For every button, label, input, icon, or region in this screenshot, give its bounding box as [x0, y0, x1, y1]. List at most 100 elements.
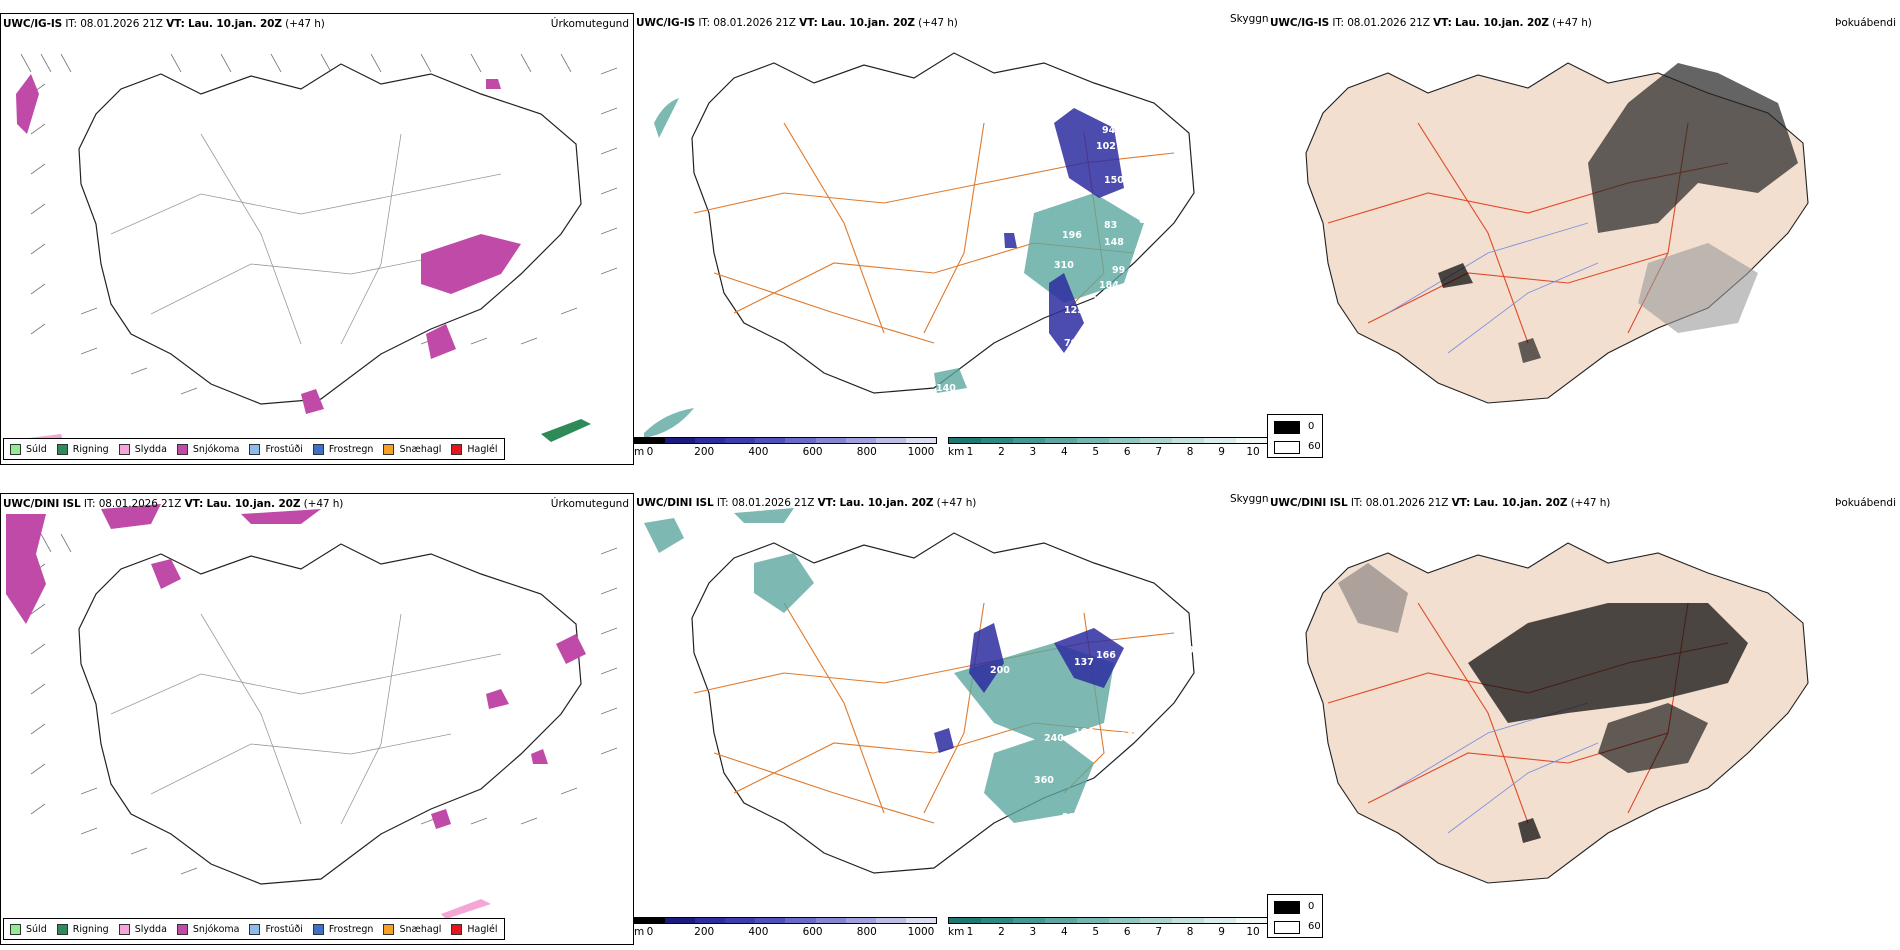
colorbar-segment	[1108, 918, 1141, 923]
legend-item: Slydda	[118, 923, 167, 935]
ceiling-label: 166	[1096, 650, 1116, 661]
panel-name: Úrkomutegund	[550, 18, 629, 30]
colorbar-segment	[815, 918, 846, 923]
legend-swatch	[312, 923, 324, 935]
fog-panel-2: UWC/DINI ISL IT: 08.01.2026 21Z VT: Lau.…	[1268, 493, 1900, 945]
legend-swatch	[383, 443, 395, 455]
colorbar-segment	[755, 438, 786, 443]
legend-swatch	[176, 443, 188, 455]
legend-swatch	[312, 443, 324, 455]
fog-legend-label: 60	[1308, 441, 1321, 452]
ceiling-label: 150	[1104, 175, 1124, 186]
colorbar-segment	[845, 438, 876, 443]
colorbar-tick: 2	[998, 446, 1005, 458]
ceiling-label: 285	[1062, 812, 1082, 823]
fog-roads	[1327, 122, 1729, 344]
colorbar-segment	[725, 918, 756, 923]
legend-swatch	[451, 443, 463, 455]
legend-label: Frostúði	[265, 923, 303, 935]
ceiling-labels: 116 200 166 137 85 207 180 160 144 187 2…	[730, 595, 1194, 823]
colorbar-tick: 1	[966, 446, 974, 458]
legend-swatch	[118, 923, 130, 935]
colorbar-segment	[815, 438, 846, 443]
ceiling-label: 148	[1104, 237, 1124, 248]
panel-name: Þokuábendi	[1835, 497, 1896, 509]
legend-swatch	[10, 443, 21, 455]
precip-type-panel-1: UWC/IG-IS IT: 08.01.2026 21Z VT: Lau. 10…	[0, 13, 634, 465]
colorbar-tick: 1	[966, 926, 974, 938]
colorbar-segment	[1044, 438, 1077, 443]
iceland-outline	[78, 63, 582, 405]
colorbar-unit: m	[634, 926, 645, 938]
legend-item: Súld	[10, 443, 47, 455]
ceiling-label: 310	[1054, 260, 1074, 271]
ceiling-label: 240	[1044, 733, 1064, 744]
colorbar-segment	[980, 438, 1013, 443]
colorbar-segment	[1172, 438, 1205, 443]
colorbar-segment	[1108, 438, 1141, 443]
colorbar-tick: 3	[1029, 926, 1037, 938]
ceiling-label: 360	[1034, 775, 1054, 786]
drizzle-areas	[441, 899, 491, 919]
ceiling-label: 102	[1096, 141, 1116, 152]
iceland-visibility-map-2: 116 200 166 137 85 207 180 160 144 187 2…	[644, 508, 1195, 874]
colorbar-unit: m	[634, 446, 645, 458]
ceiling-colorbar	[634, 917, 937, 924]
visibility-colorbar	[948, 437, 1268, 444]
fog-legend-swatch	[1274, 921, 1300, 934]
legend-label: Rigning	[72, 923, 109, 935]
legend-label: Rigning	[72, 443, 109, 455]
ceiling-label: 22	[1091, 295, 1104, 306]
legend-label: Haglél	[467, 443, 498, 455]
colorbar-segment	[905, 438, 936, 443]
fog-legend-swatch	[1274, 421, 1300, 434]
snow-areas	[6, 504, 586, 829]
fog-legend: 0 60	[1267, 894, 1323, 938]
roads	[110, 613, 502, 825]
ceiling-label: 160	[1074, 727, 1094, 738]
legend-item: Frostregn	[312, 443, 373, 455]
colorbar-tick: 400	[748, 446, 769, 458]
legend-swatch	[56, 923, 68, 935]
colorbar-tick: 10	[1246, 926, 1260, 938]
ceiling-label: 85	[730, 600, 743, 611]
iceland-precip-map-2	[6, 504, 618, 932]
colorbar-segment	[1140, 918, 1173, 923]
colorbar-segment	[665, 918, 696, 923]
colorbar-tick: 600	[802, 446, 823, 458]
legend-item: Frostúði	[249, 443, 303, 455]
ceiling-areas	[934, 623, 1124, 753]
legend-item: Frostúði	[249, 923, 303, 935]
legend-item: Snjókoma	[176, 923, 239, 935]
legend-label: Frostúði	[265, 443, 303, 455]
colorbar-segment	[1044, 918, 1077, 923]
colorbar-segment	[1140, 438, 1173, 443]
colorbar-tick: 0	[646, 926, 654, 938]
legend-item: Súld	[10, 923, 47, 935]
visibility-colorbar	[948, 917, 1268, 924]
legend-swatch	[451, 923, 463, 935]
colorbar-tick: 200	[694, 446, 715, 458]
colorbar-tick: 1000	[907, 446, 935, 458]
ceiling-label: 99	[1112, 265, 1125, 276]
ceiling-colorbar	[634, 437, 937, 444]
legend-swatch	[249, 923, 261, 935]
colorbar-segment	[1172, 918, 1205, 923]
colorbar-segment	[695, 918, 726, 923]
panel-name: Skyggni	[1230, 13, 1268, 25]
legend-label: Snjókoma	[192, 443, 240, 455]
legend-swatch	[249, 443, 261, 455]
colorbar-tick: 10	[1246, 446, 1260, 458]
colorbar-tick: 2	[998, 926, 1005, 938]
fog-legend-label: 60	[1308, 921, 1321, 932]
colorbar-segment	[875, 438, 906, 443]
panel-title: UWC/IG-IS IT: 08.01.2026 21Z VT: Lau. 10…	[3, 18, 325, 30]
colorbar-segment	[1012, 438, 1045, 443]
colorbar-tick: 9	[1218, 446, 1225, 458]
colorbar-tick: 7	[1155, 926, 1162, 938]
panel-title: UWC/IG-IS IT: 08.01.2026 21Z VT: Lau. 10…	[636, 17, 958, 29]
legend-label: Slydda	[134, 923, 167, 935]
panel-title: UWC/DINI ISL IT: 08.01.2026 21Z VT: Lau.…	[636, 497, 977, 509]
legend-label: Súld	[26, 923, 47, 935]
iceland-fog-map-1	[1305, 62, 1809, 404]
